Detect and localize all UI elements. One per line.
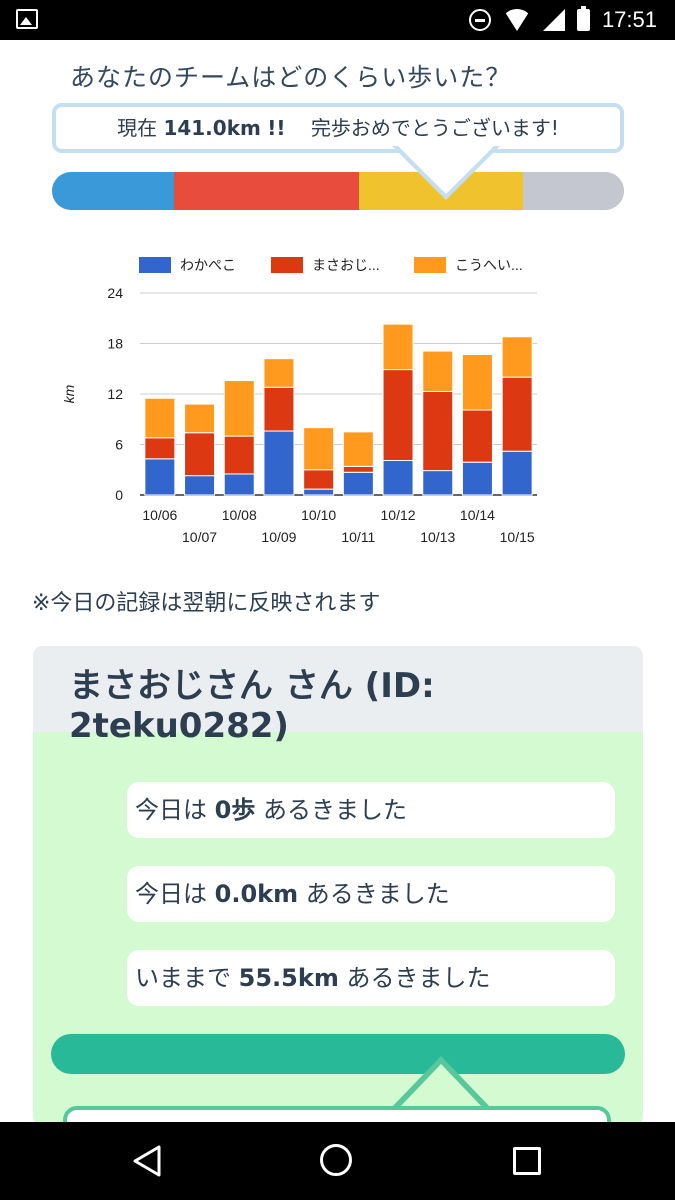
update-note: ※今日の記録は翌朝に反映されます xyxy=(32,591,381,616)
user-card-title: まさおじさん さん (ID: 2teku0282) xyxy=(69,666,435,746)
bar-segment xyxy=(342,465,374,473)
stat-prefix: いままで xyxy=(135,964,239,992)
recents-icon[interactable] xyxy=(510,1144,544,1178)
x-tick-label: 10/15 xyxy=(500,529,535,545)
legend-label: まさおじ... xyxy=(312,257,380,273)
home-icon[interactable] xyxy=(320,1144,354,1178)
image-icon xyxy=(16,9,38,29)
team-status-text: 現在 141.0km !! 完歩おめでとうございます! xyxy=(56,107,620,149)
wifi-icon xyxy=(502,9,531,31)
legend-swatch xyxy=(139,257,171,273)
progress-segment-1 xyxy=(174,172,360,210)
y-tick-label: 12 xyxy=(107,386,123,402)
bar-segment xyxy=(263,386,295,432)
x-tick-label: 10/08 xyxy=(222,507,257,523)
team-progress-bar xyxy=(52,172,624,210)
legend-swatch xyxy=(271,257,303,273)
navigation-bar xyxy=(0,1122,675,1200)
bar-segment xyxy=(223,435,255,475)
bar-segment xyxy=(144,458,176,496)
stat-prefix: 今日は xyxy=(135,796,215,824)
bar-segment xyxy=(382,323,414,371)
battery-icon xyxy=(576,6,590,31)
x-tick-label: 10/07 xyxy=(182,529,217,545)
user-status-bubble xyxy=(63,1106,611,1126)
team-title: あなたのチームはどのくらい歩いた？ xyxy=(70,63,512,92)
bubble-exclaim: !! xyxy=(267,116,286,140)
x-tick-label: 10/13 xyxy=(420,529,455,545)
bar-segment xyxy=(422,390,454,472)
y-tick-label: 0 xyxy=(115,487,123,503)
x-tick-label: 10/11 xyxy=(341,529,375,545)
bar-segment xyxy=(303,469,335,490)
stat-value: 55.5km xyxy=(238,964,339,992)
y-tick-label: 18 xyxy=(107,336,123,352)
bar-segment xyxy=(144,437,176,460)
stat-value: 0.0km xyxy=(214,880,299,908)
bar-segment xyxy=(461,461,493,496)
clock: 17:51 xyxy=(601,7,657,32)
stat-suffix: あるきました xyxy=(298,880,450,908)
back-icon[interactable] xyxy=(131,1144,165,1178)
bar-segment xyxy=(382,459,414,496)
bar-segment xyxy=(501,336,533,378)
stat-today-km: 今日は 0.0km あるきました xyxy=(127,866,615,922)
progress-segment-3 xyxy=(523,172,624,210)
bar-segment xyxy=(382,369,414,461)
bar-segment xyxy=(303,427,335,471)
dnd-icon xyxy=(468,9,491,31)
team-status-bubble: 現在 141.0km !! 完歩おめでとうございます! xyxy=(52,103,624,153)
stat-suffix: あるきました xyxy=(338,964,491,992)
user-card: まさおじさん さん (ID: 2teku0282) 今日は 0歩 あるきました … xyxy=(33,646,643,1126)
stat-value: 0歩 xyxy=(214,796,256,824)
stat-prefix: 今日は xyxy=(135,880,215,908)
bubble-prefix: 現在 xyxy=(117,116,158,140)
bar-segment xyxy=(303,488,335,496)
bar-segment xyxy=(461,409,493,463)
signal-icon xyxy=(542,9,565,31)
legend-swatch xyxy=(414,257,446,273)
y-tick-label: 24 xyxy=(107,285,123,301)
bar-segment xyxy=(342,431,374,467)
bubble-distance: 141.0km xyxy=(163,116,261,140)
bar-segment xyxy=(263,430,295,496)
bar-segment xyxy=(461,353,493,411)
bar-segment xyxy=(501,450,533,496)
x-tick-label: 10/09 xyxy=(261,529,296,545)
user-bubble-tail-inner xyxy=(397,1064,485,1110)
x-tick-label: 10/10 xyxy=(301,507,336,523)
x-tick-label: 10/14 xyxy=(460,507,495,523)
status-bar: 17:51 xyxy=(0,0,675,40)
daily-distance-chart: 0 6 12 18 24 km わかぺこ まさおじ... こうへい... 10/06 10/07 10… xyxy=(61,257,537,545)
y-axis-label: km xyxy=(61,384,77,403)
stat-suffix: あるきました xyxy=(255,796,407,824)
bubble-tail-inner xyxy=(398,146,494,194)
status-icons: 17:51 xyxy=(468,0,657,40)
stat-total-km: いままで 55.5km あるきました xyxy=(127,950,615,1006)
x-tick-label: 10/06 xyxy=(142,507,177,523)
user-card-header xyxy=(33,646,643,732)
bar-segment xyxy=(501,376,533,452)
bar-segment xyxy=(184,432,216,477)
bar-segment xyxy=(263,358,295,388)
bar-segment xyxy=(422,350,454,392)
bubble-message: 完歩おめでとうございます! xyxy=(310,116,559,140)
x-tick-label: 10/12 xyxy=(381,507,416,523)
bar-segment xyxy=(223,473,255,496)
legend-label: こうへい... xyxy=(455,257,523,273)
bar-segment xyxy=(422,470,454,496)
progress-segment-0 xyxy=(52,172,175,210)
bar-segment xyxy=(342,471,374,496)
stat-today-steps: 今日は 0歩 あるきました xyxy=(127,782,615,838)
bar-segment xyxy=(184,475,216,496)
legend-label: わかぺこ xyxy=(180,257,236,273)
bar-segment xyxy=(223,380,255,437)
bar-segment xyxy=(184,403,216,434)
y-tick-label: 6 xyxy=(115,437,123,453)
user-progress-bar xyxy=(51,1034,625,1074)
bar-segment xyxy=(144,397,176,439)
